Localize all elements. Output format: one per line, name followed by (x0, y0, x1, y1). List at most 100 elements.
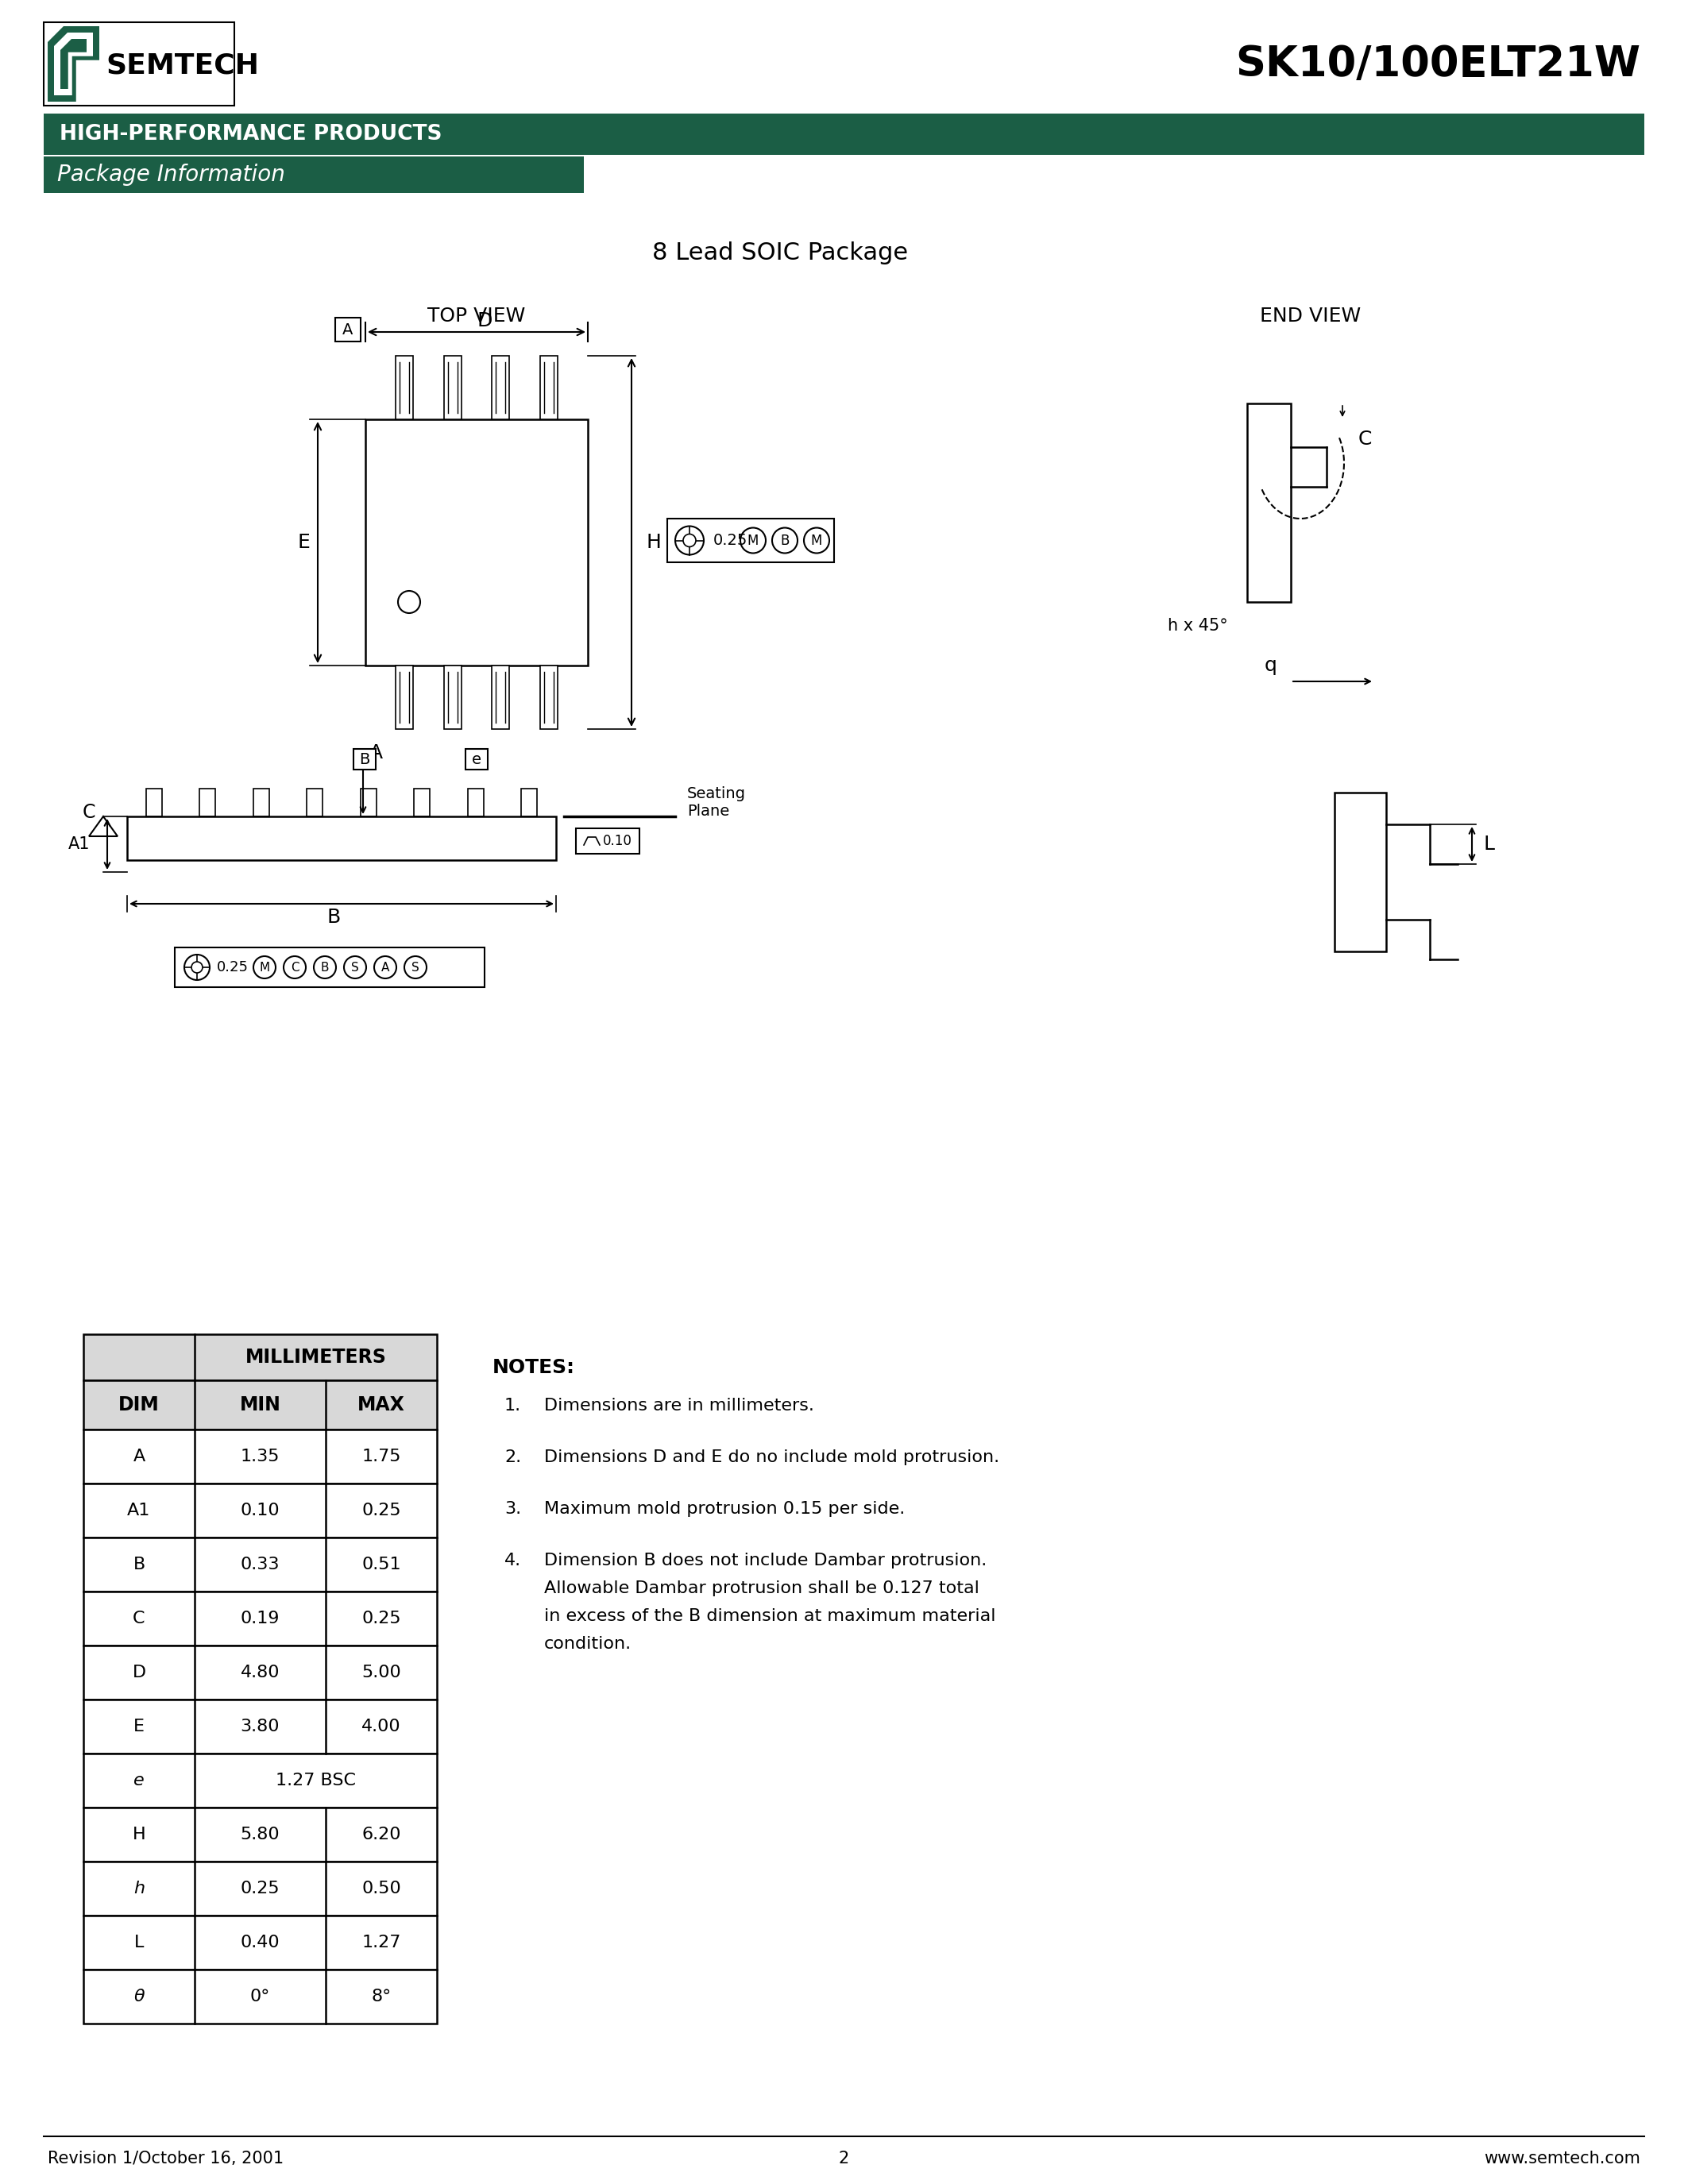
Text: A: A (370, 743, 383, 762)
Text: e: e (133, 1773, 145, 1789)
Bar (444, 666, 461, 729)
Text: Allowable Dambar protrusion shall be 0.127 total: Allowable Dambar protrusion shall be 0.1… (544, 1581, 979, 1597)
Bar (83, 1645, 437, 1699)
Text: 0.51: 0.51 (361, 1557, 402, 1572)
Text: A1: A1 (127, 1503, 150, 1518)
Text: SK10/100ELT21W: SK10/100ELT21W (1236, 44, 1641, 85)
Polygon shape (47, 26, 100, 103)
Text: 1: 1 (380, 640, 390, 655)
Text: S: S (351, 961, 360, 974)
Bar (336, 317, 361, 341)
Text: B: B (360, 751, 370, 767)
Bar (397, 356, 414, 419)
Text: θ: θ (133, 1990, 145, 2005)
Circle shape (405, 957, 427, 978)
Text: 3.: 3. (505, 1500, 522, 1518)
Circle shape (741, 529, 766, 553)
Text: 0.10: 0.10 (240, 1503, 280, 1518)
Text: 3.80: 3.80 (240, 1719, 280, 1734)
Text: MAX: MAX (358, 1396, 405, 1415)
Text: MIN: MIN (240, 1396, 280, 1415)
Circle shape (253, 957, 275, 978)
Bar (127, 817, 555, 860)
Text: Maximum mold protrusion 0.15 per side.: Maximum mold protrusion 0.15 per side. (544, 1500, 905, 1518)
Bar (83, 1380, 437, 1431)
Text: 1.75: 1.75 (361, 1448, 402, 1465)
Text: H: H (647, 533, 660, 553)
Text: Package Information: Package Information (57, 164, 285, 186)
Text: HIGH-PERFORMANCE PRODUCTS: HIGH-PERFORMANCE PRODUCTS (59, 124, 442, 144)
Bar (44, 114, 1644, 155)
Text: 4.00: 4.00 (361, 1719, 402, 1734)
Text: 0.50: 0.50 (361, 1880, 402, 1896)
Circle shape (803, 529, 829, 553)
Text: Dimensions are in millimeters.: Dimensions are in millimeters. (544, 1398, 814, 1413)
Text: SEMTECH: SEMTECH (106, 52, 258, 79)
Text: 0.25: 0.25 (240, 1880, 280, 1896)
Text: C: C (1359, 430, 1372, 448)
Text: 5.00: 5.00 (361, 1664, 402, 1679)
Bar (365, 419, 587, 666)
Bar (522, 788, 537, 817)
Bar (466, 749, 488, 769)
Bar (491, 356, 510, 419)
Text: 8: 8 (380, 430, 390, 443)
Text: 1.35: 1.35 (240, 1448, 280, 1465)
Circle shape (675, 526, 704, 555)
Bar (468, 788, 483, 817)
Bar (540, 666, 557, 729)
Bar (414, 788, 430, 817)
Text: A: A (381, 961, 390, 974)
Text: 2.: 2. (505, 1450, 522, 1465)
Bar (44, 22, 235, 105)
Text: Dimensions D and E do no include mold protrusion.: Dimensions D and E do no include mold pr… (544, 1450, 999, 1465)
Text: M: M (260, 961, 270, 974)
Bar (353, 749, 376, 769)
Polygon shape (54, 33, 93, 96)
Circle shape (684, 535, 695, 546)
Bar (44, 157, 584, 192)
Text: 8 Lead SOIC Package: 8 Lead SOIC Package (653, 240, 908, 264)
Text: 1.27: 1.27 (361, 1935, 402, 1950)
Text: H: H (132, 1826, 145, 1843)
Text: 4: 4 (564, 640, 572, 655)
Circle shape (191, 961, 203, 972)
Bar (667, 518, 834, 561)
Text: h: h (133, 1880, 145, 1896)
Text: 1.27 BSC: 1.27 BSC (275, 1773, 356, 1789)
Bar (83, 1483, 437, 1538)
Bar (83, 1915, 437, 1970)
Text: condition.: condition. (544, 1636, 631, 1651)
Bar (83, 1754, 437, 1808)
Text: e: e (473, 751, 481, 767)
Text: 0.40: 0.40 (240, 1935, 280, 1950)
Text: 0.19: 0.19 (240, 1610, 280, 1627)
Text: 4.80: 4.80 (240, 1664, 280, 1679)
Text: www.semtech.com: www.semtech.com (1484, 2151, 1641, 2167)
Text: 1.: 1. (505, 1398, 522, 1413)
Text: D: D (132, 1664, 145, 1679)
Bar (253, 788, 268, 817)
Text: D: D (478, 312, 493, 330)
Text: h x 45°: h x 45° (1168, 618, 1227, 633)
Text: 8°: 8° (371, 1990, 392, 2005)
Circle shape (314, 957, 336, 978)
Bar (1247, 404, 1291, 603)
Text: Revision 1/October 16, 2001: Revision 1/October 16, 2001 (47, 2151, 284, 2167)
Text: 0.25: 0.25 (216, 961, 248, 974)
Text: Dimension B does not include Dambar protrusion.: Dimension B does not include Dambar prot… (544, 1553, 987, 1568)
Circle shape (398, 592, 420, 614)
Bar (576, 828, 640, 854)
Bar (83, 1592, 437, 1645)
Text: A: A (133, 1448, 145, 1465)
Text: 0.25: 0.25 (714, 533, 748, 548)
Text: TOP VIEW: TOP VIEW (427, 306, 525, 325)
Bar (83, 1538, 437, 1592)
Text: NOTES:: NOTES: (493, 1358, 576, 1378)
Text: MILLIMETERS: MILLIMETERS (245, 1348, 387, 1367)
Text: A1: A1 (69, 836, 91, 852)
Bar (83, 1699, 437, 1754)
Circle shape (284, 957, 306, 978)
Text: M: M (748, 533, 760, 548)
Text: M: M (810, 533, 822, 548)
